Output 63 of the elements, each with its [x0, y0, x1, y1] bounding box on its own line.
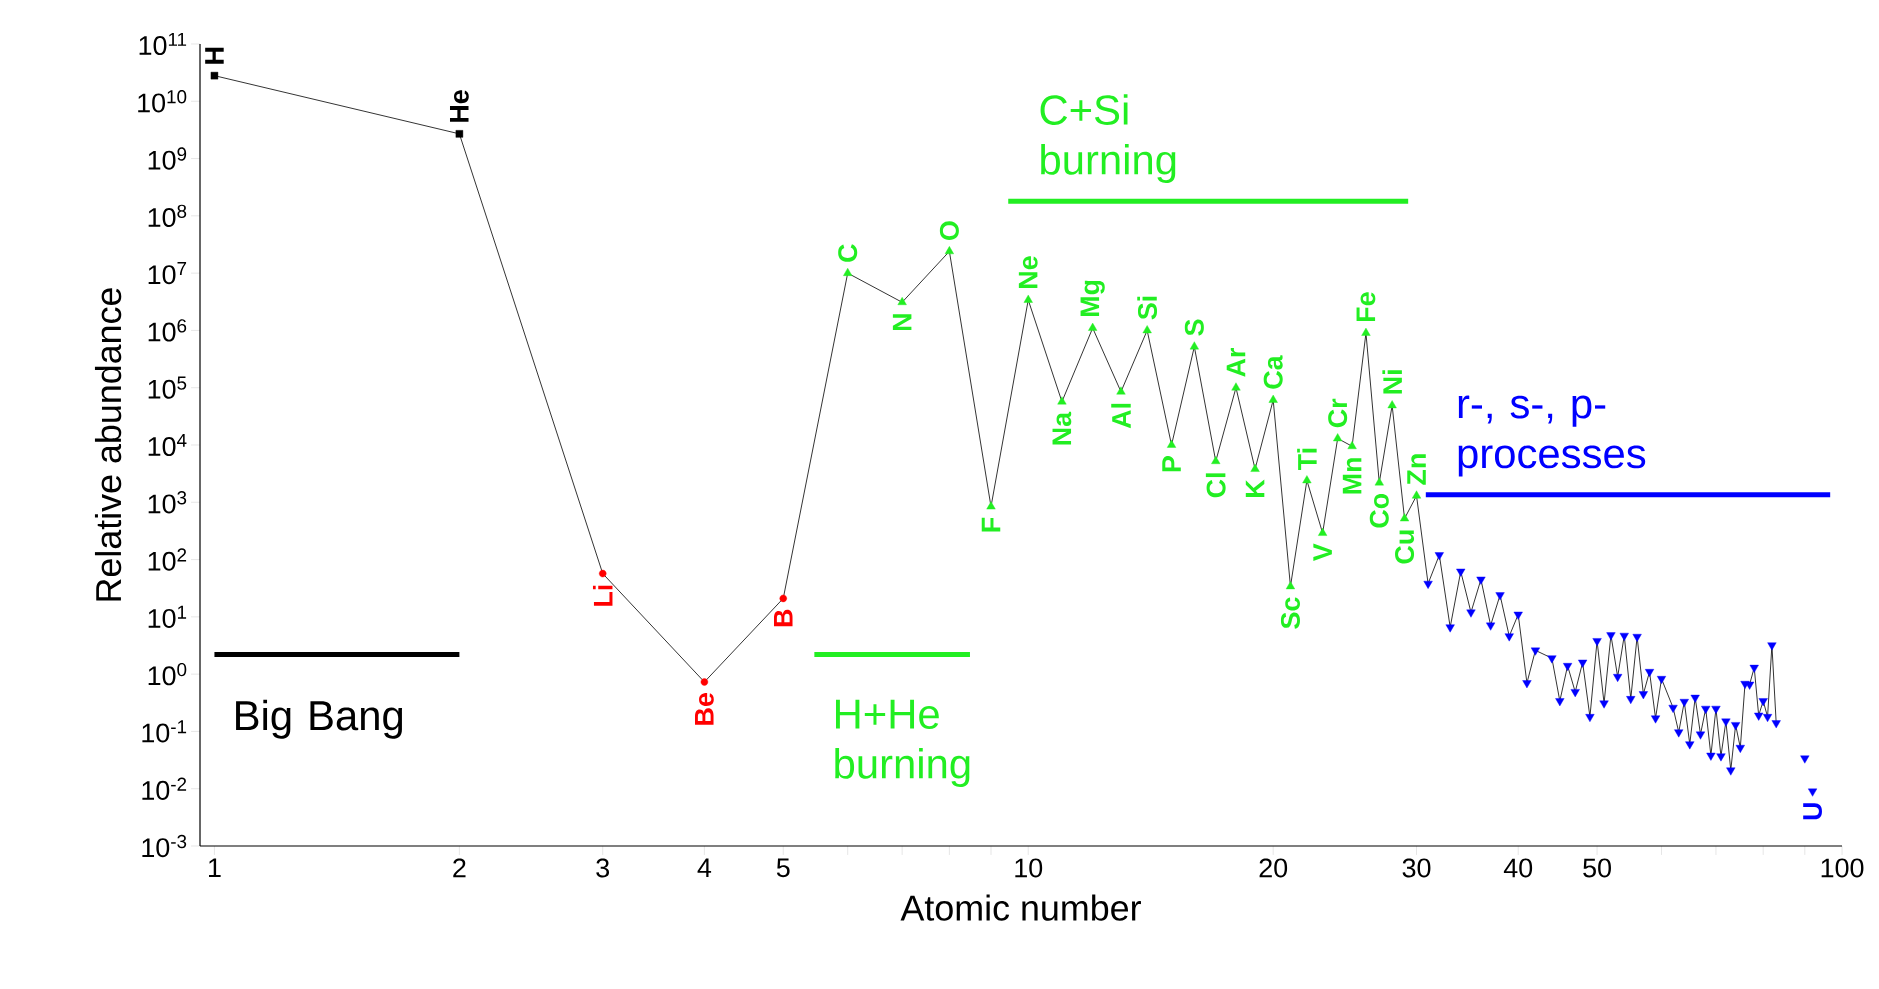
- annotation: N: [892, 314, 912, 331]
- x-tick-label: 40: [1503, 858, 1533, 878]
- x-tick-label: 1: [209, 858, 221, 877]
- annotation: Co: [1369, 493, 1389, 528]
- annotation: Cr: [1328, 398, 1348, 428]
- annotation: Al: [1111, 403, 1131, 429]
- annotation: Ar: [1226, 348, 1246, 377]
- y-tick-label: 10$^{-1}$: [142, 720, 187, 743]
- x-tick-label: 3: [596, 858, 610, 878]
- annotation: Mg: [1080, 280, 1105, 317]
- annotation: Li: [592, 585, 613, 606]
- y-axis-title: Relative abundance: [94, 288, 122, 601]
- annotation: C: [838, 244, 858, 262]
- annotation: Big Bang: [236, 699, 403, 739]
- y-tick-label: 10$^{-3}$: [142, 834, 187, 858]
- y-tick-label: 10$^{3}$: [148, 491, 187, 514]
- y-tick-label: 10$^{8}$: [148, 204, 187, 228]
- annotation: Na: [1052, 411, 1072, 445]
- annotation: Cl: [1205, 473, 1226, 498]
- y-tick-label: 10$^{0}$: [148, 662, 187, 686]
- annotation: F: [981, 517, 1001, 532]
- annotation: U: [1803, 803, 1822, 820]
- annotation: Zn: [1407, 454, 1426, 485]
- annotation: Mn: [1342, 458, 1362, 494]
- annotation: Ni: [1382, 370, 1402, 394]
- annotation: B: [774, 609, 793, 627]
- annotation: C+Si burning: [1040, 94, 1176, 184]
- x-tick-label: 5: [776, 858, 790, 878]
- annotation: r-, s-, p- processes: [1458, 395, 1646, 477]
- y-tick-label: 10$^{-2}$: [142, 777, 187, 800]
- annotation: Sc: [1280, 597, 1300, 629]
- annotation: Ti: [1297, 448, 1317, 470]
- y-tick-label: 10$^{2}$: [148, 548, 187, 571]
- x-tick-label: 50: [1583, 858, 1611, 878]
- y-tick-label: 10$^{10}$: [138, 90, 187, 113]
- annotation: Fe: [1356, 292, 1376, 322]
- y-tick-label: 10$^{7}$: [148, 262, 187, 285]
- y-tick-label: 10$^{9}$: [148, 147, 187, 170]
- annotation: O: [939, 221, 959, 241]
- y-tick-label: 10$^{1}$: [148, 605, 187, 628]
- annotation: H+He burning: [835, 699, 970, 788]
- annotation: Si: [1137, 296, 1158, 320]
- annotation: Cu: [1395, 530, 1415, 564]
- annotation: He: [449, 90, 469, 122]
- annotation: Be: [695, 693, 714, 725]
- annotation: V: [1313, 543, 1332, 562]
- x-tick-label: 100: [1821, 858, 1864, 878]
- x-tick-label: 4: [697, 858, 712, 877]
- annotation: S: [1184, 319, 1204, 336]
- y-tick-label: 10$^{11}$: [139, 32, 187, 56]
- x-tick-label: 10: [1015, 858, 1043, 878]
- x-axis-title: Atomic number: [900, 894, 1141, 921]
- y-tick-label: 10$^{5}$: [148, 376, 187, 399]
- annotation: P: [1162, 456, 1181, 472]
- x-tick-label: 30: [1402, 858, 1431, 878]
- y-tick-label: 10$^{6}$: [148, 319, 187, 342]
- annotation: H: [205, 47, 224, 64]
- annotation: Ne: [1018, 256, 1038, 288]
- annotation: K: [1245, 479, 1265, 497]
- annotation: Ca: [1263, 355, 1283, 389]
- x-tick-label: 20: [1259, 858, 1288, 878]
- y-tick-label: 10$^{4}$: [148, 433, 187, 457]
- x-tick-label: 2: [453, 858, 466, 878]
